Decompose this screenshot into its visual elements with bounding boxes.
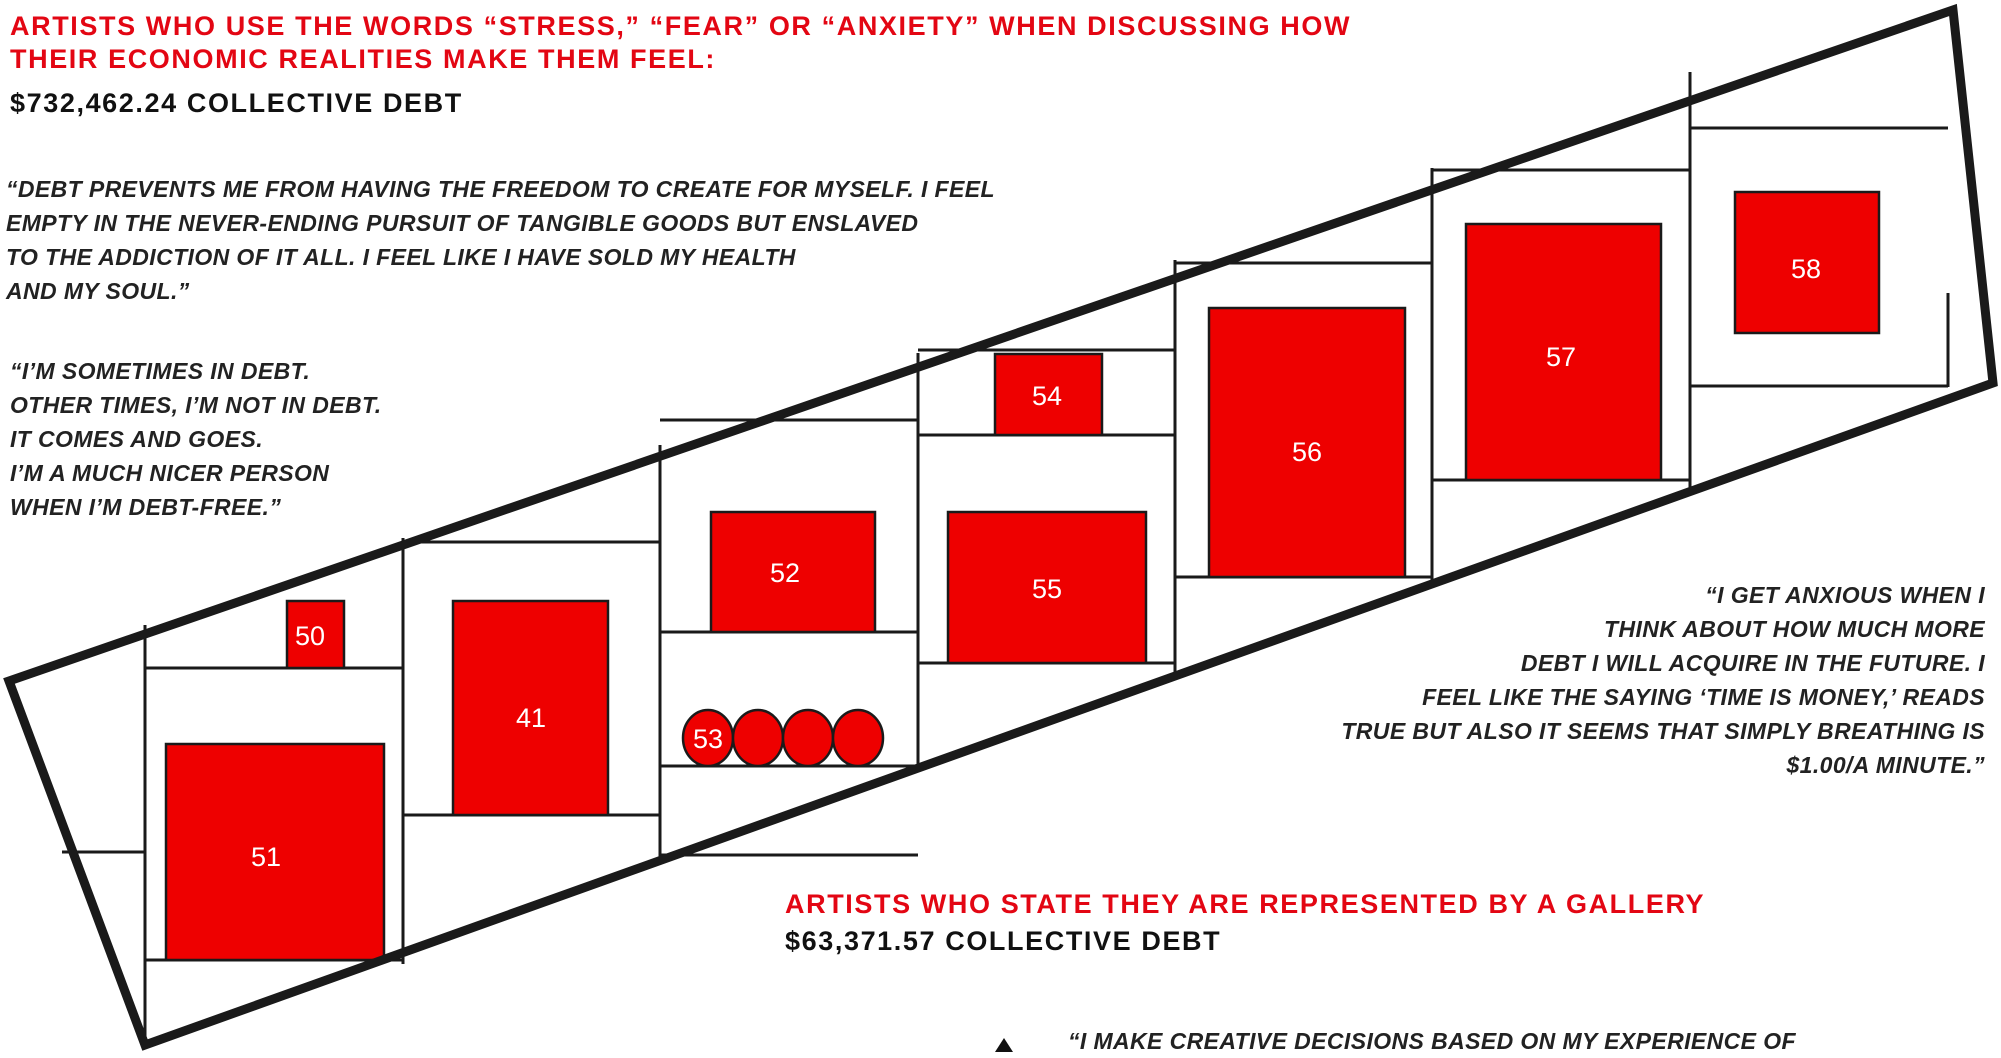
package-52: 52 [709, 510, 877, 634]
quote-creative-decisions: “I MAKE CREATIVE DECISIONS BASED ON MY E… [1068, 1028, 1796, 1054]
svg-text:50: 50 [295, 621, 325, 651]
section-title: ARTISTS WHO STATE THEY ARE REPRESENTED B… [785, 889, 1706, 919]
package-55: 55 [946, 510, 1148, 665]
collective-debt-amount: $63,371.57 COLLECTIVE DEBT [785, 926, 1222, 956]
package-54: 54 [993, 352, 1104, 437]
package-58: 58 [1733, 190, 1881, 335]
package-56: 56 [1207, 306, 1407, 579]
svg-text:54: 54 [1032, 381, 1062, 411]
svg-text:57: 57 [1546, 342, 1576, 372]
package-53: 53 [681, 708, 885, 768]
svg-text:51: 51 [251, 842, 281, 872]
package-51: 51 [164, 742, 386, 962]
svg-text:56: 56 [1292, 437, 1322, 467]
quote-sometimes-debt: “I’M SOMETIMES IN DEBT. OTHER TIMES, I’M… [10, 358, 382, 520]
tilted-frame [3, 3, 1998, 1051]
svg-text:55: 55 [1032, 574, 1062, 604]
svg-text:52: 52 [770, 558, 800, 588]
collective-debt-amount: $732,462.24 COLLECTIVE DEBT [10, 88, 463, 118]
debt-packages: 51 50 41 52 53 54 55 [164, 190, 1881, 962]
section-title: ARTISTS WHO USE THE WORDS “STRESS,” “FEA… [10, 11, 1352, 74]
quote-debt-freedom: “DEBT PREVENTS ME FROM HAVING THE FREEDO… [6, 176, 995, 304]
triangle-bullet-icon [995, 1038, 1013, 1052]
svg-text:53: 53 [693, 724, 723, 754]
svg-text:58: 58 [1791, 254, 1821, 284]
quote-anxious-future: “I GET ANXIOUS WHEN I THINK ABOUT HOW MU… [1341, 582, 1985, 778]
package-57: 57 [1464, 222, 1663, 482]
svg-text:41: 41 [516, 703, 546, 733]
package-41: 41 [451, 599, 610, 817]
package-50: 50 [285, 599, 346, 670]
